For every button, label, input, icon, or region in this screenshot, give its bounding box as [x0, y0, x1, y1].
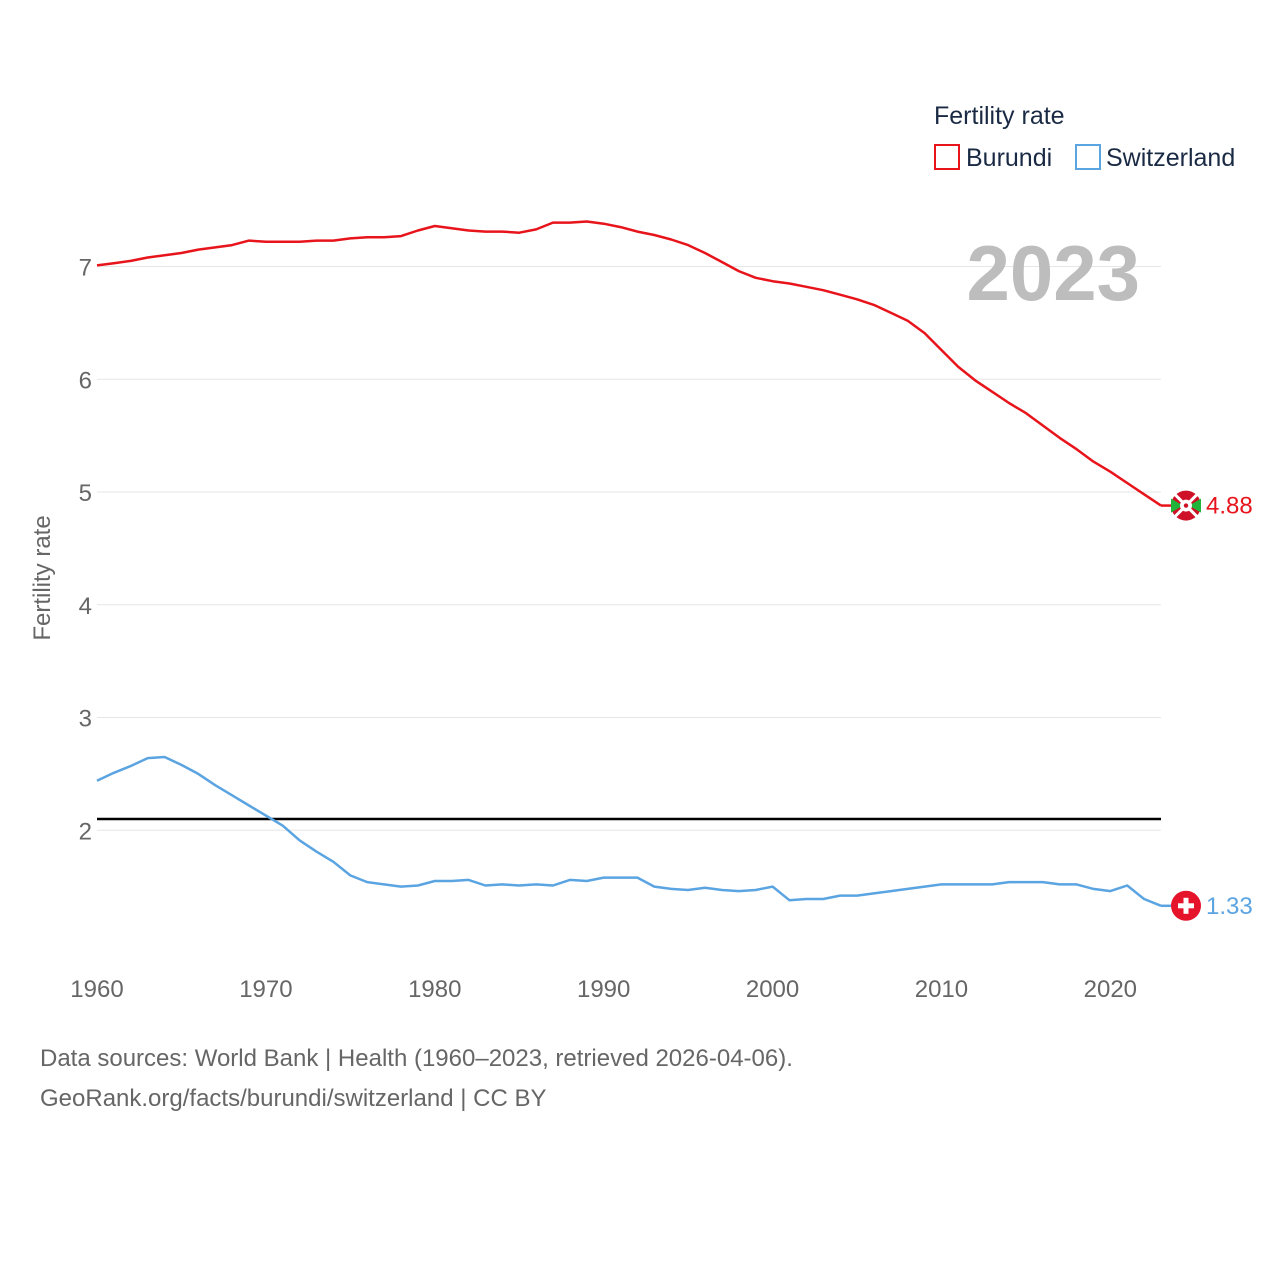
legend-label-switzerland[interactable]: Switzerland [1106, 144, 1235, 172]
legend-swatch-switzerland[interactable] [1075, 144, 1101, 170]
x-tick-label: 1970 [239, 976, 292, 1003]
y-axis-title: Fertility rate [29, 515, 56, 640]
y-tick-label: 7 [79, 255, 92, 282]
y-tick-label: 3 [79, 706, 92, 733]
y-tick-label: 5 [79, 480, 92, 507]
x-tick-label: 2010 [915, 976, 968, 1003]
legend-swatch-burundi[interactable] [934, 144, 960, 170]
x-tick-label: 2020 [1084, 976, 1137, 1003]
end-value-label-burundi: 4.88 [1206, 493, 1253, 520]
legend-title: Fertility rate [934, 102, 1065, 130]
switzerland-flag-icon [1171, 890, 1201, 921]
y-tick-label: 6 [79, 367, 92, 394]
burundi-flag-icon [1171, 490, 1201, 521]
series-lines [96, 220, 1162, 907]
x-tick-label: 2000 [746, 976, 799, 1003]
series-line-burundi[interactable] [96, 220, 1162, 507]
series-line-switzerland[interactable] [96, 755, 1162, 907]
end-markers: 4.88 1.33 [1161, 490, 1253, 921]
legend: Fertility rate Burundi Switzerland [934, 102, 1235, 172]
x-tick-label: 1980 [408, 976, 461, 1003]
attribution-link[interactable]: GeoRank.org/facts/burundi/switzerland | … [40, 1085, 547, 1112]
gridlines [97, 266, 1161, 831]
legend-label-burundi[interactable]: Burundi [966, 144, 1052, 172]
y-tick-label: 4 [79, 593, 92, 620]
y-axis-ticks: 2 3 4 5 6 7 [79, 255, 92, 846]
y-tick-label: 2 [79, 818, 92, 845]
x-tick-label: 1960 [70, 976, 123, 1003]
year-label: 2023 [966, 229, 1140, 317]
end-value-label-switzerland: 1.33 [1206, 893, 1253, 920]
x-tick-label: 1990 [577, 976, 630, 1003]
x-axis-ticks: 1960 1970 1980 1990 2000 2010 2020 [70, 976, 1137, 1003]
data-source-note: Data sources: World Bank | Health (1960–… [40, 1045, 793, 1072]
